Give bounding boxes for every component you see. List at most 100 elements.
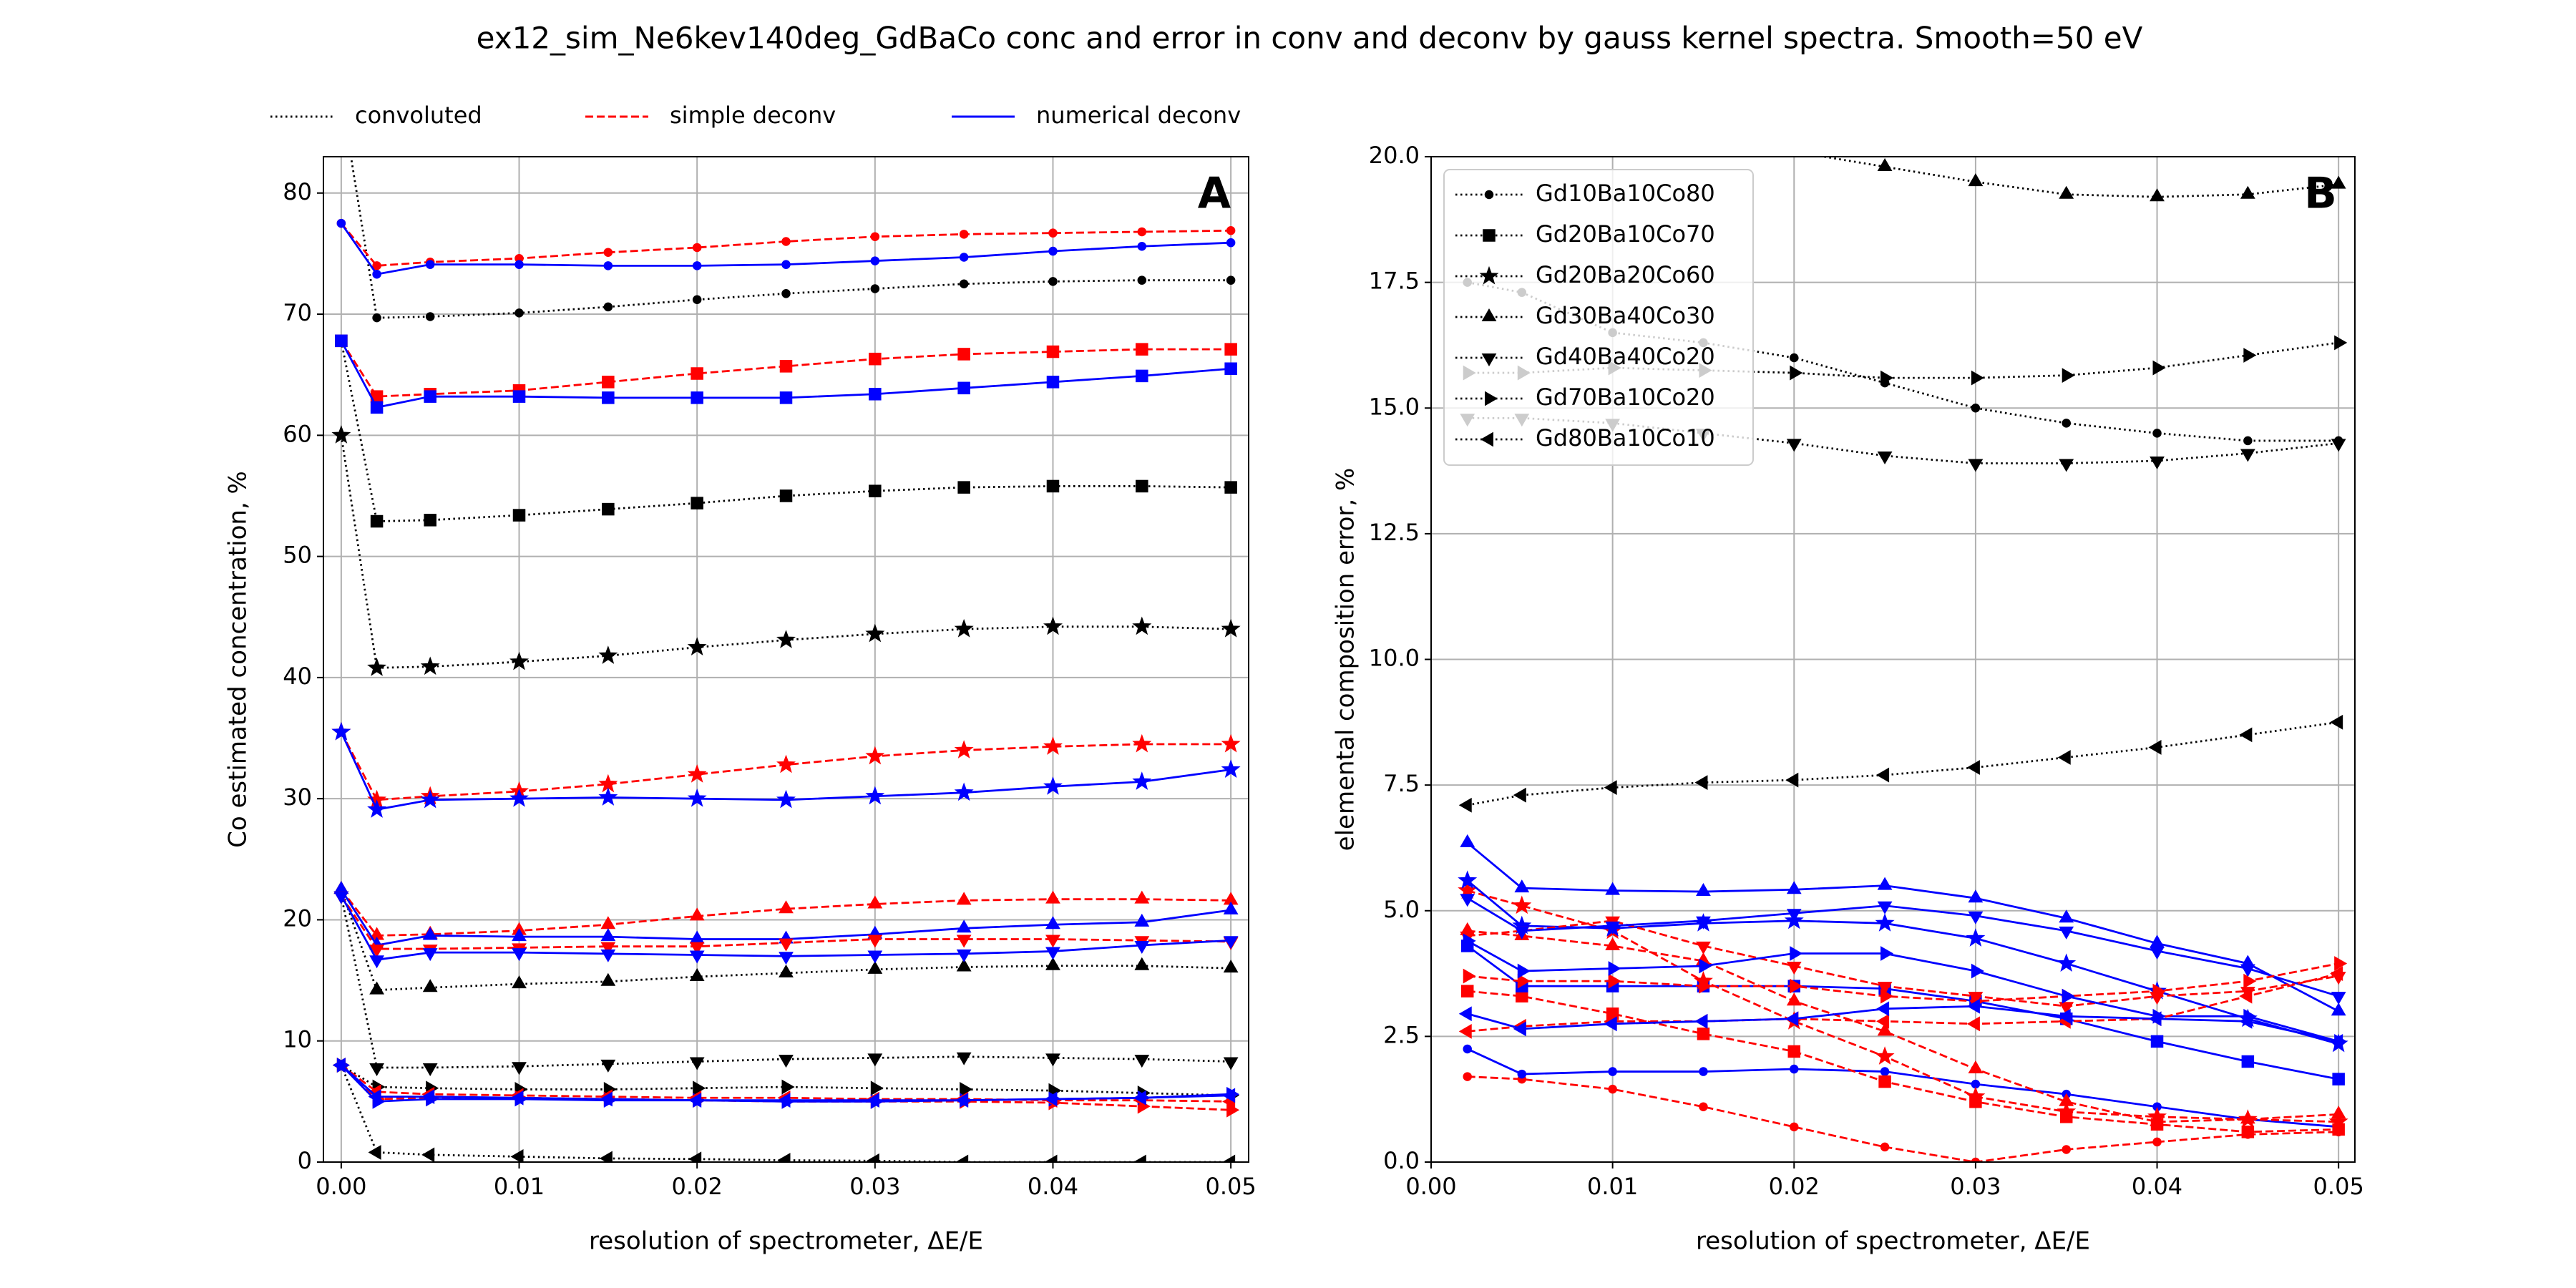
data-point: [1966, 998, 1980, 1014]
data-point: [1137, 242, 1147, 251]
data-point: [776, 789, 796, 809]
series-line: [340, 340, 1231, 398]
data-point: [512, 928, 527, 942]
data-point: [869, 388, 882, 401]
data-point: [777, 1153, 791, 1162]
legend-label: Gd80Ba10Co10: [1536, 424, 1715, 452]
data-point: [1877, 451, 1893, 464]
data-point: [1605, 882, 1621, 895]
data-point: [1608, 973, 1621, 989]
data-point: [1785, 772, 1799, 788]
data-point: [1048, 246, 1058, 256]
data-point: [1696, 883, 1711, 897]
data-point: [1786, 962, 1802, 975]
data-point: [689, 907, 705, 921]
data-point: [372, 313, 381, 323]
data-point: [1043, 776, 1063, 795]
data-point: [598, 787, 618, 806]
data-point: [867, 1053, 883, 1067]
data-point: [1971, 404, 1981, 413]
data-point: [1045, 957, 1060, 970]
data-point: [1694, 1013, 1708, 1029]
data-point: [870, 284, 880, 293]
series-line: [340, 894, 1231, 961]
data-point: [1875, 1046, 1895, 1065]
data-point: [867, 960, 883, 974]
series-line: [340, 340, 1231, 409]
data-point: [776, 754, 796, 774]
axes-frame: [1430, 156, 2356, 1163]
data-point: [1514, 926, 1530, 940]
data-point: [2243, 973, 2257, 989]
data-point: [2152, 360, 2166, 376]
data-point: [689, 1057, 705, 1070]
data-point: [2334, 335, 2348, 351]
data-point: [2059, 926, 2074, 940]
data-point: [1876, 1013, 1890, 1029]
data-point: [602, 376, 615, 389]
y-tick-label: 80: [283, 178, 312, 205]
legend-label: Gd70Ba10Co20: [1536, 384, 1715, 411]
data-point: [2334, 956, 2348, 971]
data-point: [2059, 1002, 2074, 1015]
data-point: [1876, 767, 1890, 783]
data-point: [369, 1063, 384, 1076]
data-point: [1605, 921, 1621, 935]
data-point: [1137, 227, 1147, 237]
x-tick-label: 0.03: [849, 1173, 900, 1200]
data-point: [1877, 901, 1893, 914]
x-axis-label: resolution of spectrometer, ΔE/E: [1696, 1227, 2090, 1256]
data-point: [368, 1145, 381, 1160]
series-line: [340, 894, 1231, 950]
data-point: [369, 945, 384, 958]
data-point: [954, 740, 974, 758]
data-point: [512, 390, 526, 403]
data-point: [779, 391, 793, 404]
data-point: [421, 1147, 435, 1162]
series-line: [340, 435, 1231, 669]
data-point: [692, 243, 702, 253]
data-point: [2152, 429, 2162, 438]
data-point: [2059, 459, 2074, 472]
data-point: [870, 1080, 884, 1096]
data-point: [1605, 937, 1621, 950]
data-point: [372, 261, 381, 270]
data-point: [870, 256, 880, 265]
data-point: [1699, 1067, 1708, 1076]
y-tick-label: 20: [283, 904, 312, 932]
data-point: [956, 958, 972, 972]
data-point: [1790, 1064, 1799, 1074]
data-point: [2331, 175, 2346, 189]
data-point: [1043, 616, 1063, 635]
plot-area: [323, 157, 1249, 1162]
data-point: [779, 964, 794, 977]
data-point: [370, 401, 384, 414]
data-point: [1790, 946, 1803, 961]
data-point: [2241, 1126, 2255, 1138]
data-point: [1048, 228, 1058, 238]
x-tick-label: 0.03: [1950, 1173, 2001, 1200]
legend-marker: [1481, 308, 1497, 321]
data-point: [1222, 1088, 1236, 1103]
data-point: [692, 295, 702, 304]
data-point: [1971, 1157, 1981, 1162]
axes-frame: [323, 156, 1249, 1163]
data-point: [1968, 173, 1984, 187]
data-point: [2062, 988, 2075, 1004]
panel-label: B: [2304, 169, 2337, 219]
legend-marker: [1480, 431, 1493, 447]
data-point: [1045, 1053, 1060, 1067]
data-point: [1875, 913, 1895, 932]
data-point: [1045, 935, 1060, 948]
data-point: [512, 509, 526, 522]
data-point: [957, 381, 970, 395]
legend-label: Gd40Ba40Co20: [1536, 343, 1715, 370]
data-point: [1221, 759, 1241, 779]
data-point: [867, 895, 883, 909]
data-point: [955, 1154, 969, 1162]
data-point: [1604, 780, 1617, 796]
data-point: [1136, 343, 1148, 356]
data-point: [2059, 1093, 2074, 1106]
data-point: [866, 1093, 879, 1108]
